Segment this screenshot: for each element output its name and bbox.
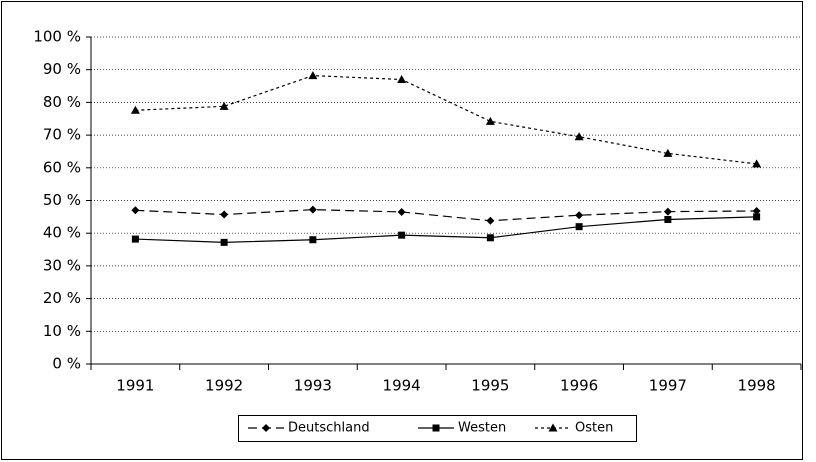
y-tick-label: 50 % bbox=[43, 191, 81, 209]
legend: Deutschland Westen Osten bbox=[238, 415, 637, 442]
marker bbox=[308, 71, 318, 80]
x-tick-label: 1994 bbox=[383, 377, 421, 395]
y-tick-label: 60 % bbox=[43, 158, 81, 176]
marker bbox=[131, 206, 140, 215]
marker bbox=[574, 132, 584, 141]
marker bbox=[262, 424, 270, 432]
series-line bbox=[135, 216, 757, 243]
y-tick-label: 40 % bbox=[43, 224, 81, 242]
y-tick-label: 90 % bbox=[43, 60, 81, 78]
x-tick-label: 1992 bbox=[205, 377, 243, 395]
marker bbox=[219, 101, 229, 110]
y-tick-label: 70 % bbox=[43, 126, 81, 144]
marker bbox=[130, 105, 140, 114]
y-tick-label: 100 % bbox=[33, 28, 81, 46]
marker bbox=[664, 215, 672, 223]
marker bbox=[486, 216, 495, 225]
y-tick-label: 80 % bbox=[43, 93, 81, 111]
legend-label: Westen bbox=[458, 421, 506, 436]
x-tick-label: 1995 bbox=[471, 377, 509, 395]
x-tick-label: 1998 bbox=[738, 377, 776, 395]
marker bbox=[752, 159, 762, 168]
marker bbox=[309, 236, 317, 244]
marker bbox=[753, 213, 761, 221]
x-tick-label: 1996 bbox=[560, 377, 598, 395]
marker bbox=[485, 116, 495, 125]
marker bbox=[575, 211, 584, 220]
x-tick-label: 1991 bbox=[116, 377, 154, 395]
x-tick-label: 1993 bbox=[294, 377, 332, 395]
y-tick-label: 20 % bbox=[43, 289, 81, 307]
legend-label: Deutschland bbox=[288, 421, 370, 436]
marker bbox=[397, 207, 406, 216]
legend-label: Osten bbox=[575, 421, 613, 436]
marker bbox=[752, 206, 761, 215]
marker bbox=[131, 235, 139, 243]
y-tick-label: 10 % bbox=[43, 322, 81, 340]
y-tick-label: 30 % bbox=[43, 256, 81, 274]
marker bbox=[663, 207, 672, 216]
marker bbox=[486, 234, 494, 242]
marker bbox=[220, 210, 229, 219]
marker bbox=[575, 223, 583, 231]
marker bbox=[663, 148, 673, 157]
marker bbox=[548, 423, 558, 432]
marker bbox=[432, 424, 440, 432]
x-tick-label: 1997 bbox=[649, 377, 687, 395]
marker bbox=[220, 238, 228, 246]
series-line bbox=[135, 209, 757, 222]
series-line bbox=[135, 74, 757, 165]
marker bbox=[308, 205, 317, 214]
marker bbox=[397, 75, 407, 84]
marker bbox=[398, 231, 406, 239]
y-tick-label: 0 % bbox=[52, 355, 81, 373]
